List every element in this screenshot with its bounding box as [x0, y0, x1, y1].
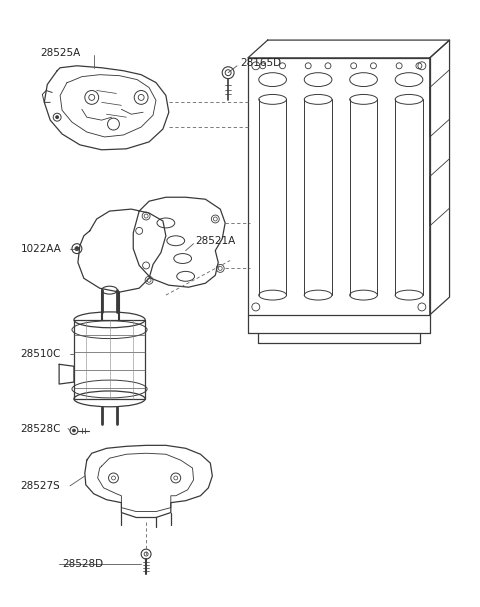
Text: 28527S: 28527S	[21, 481, 60, 491]
Circle shape	[72, 429, 75, 432]
Text: 28165D: 28165D	[240, 58, 281, 68]
Text: 28525A: 28525A	[40, 48, 81, 58]
Circle shape	[75, 246, 79, 251]
Text: 28528D: 28528D	[62, 559, 103, 569]
Text: 1022AA: 1022AA	[21, 243, 61, 254]
Text: 28510C: 28510C	[21, 350, 61, 359]
Circle shape	[56, 116, 59, 118]
Text: 28528C: 28528C	[21, 424, 61, 433]
Text: 28521A: 28521A	[195, 236, 236, 246]
